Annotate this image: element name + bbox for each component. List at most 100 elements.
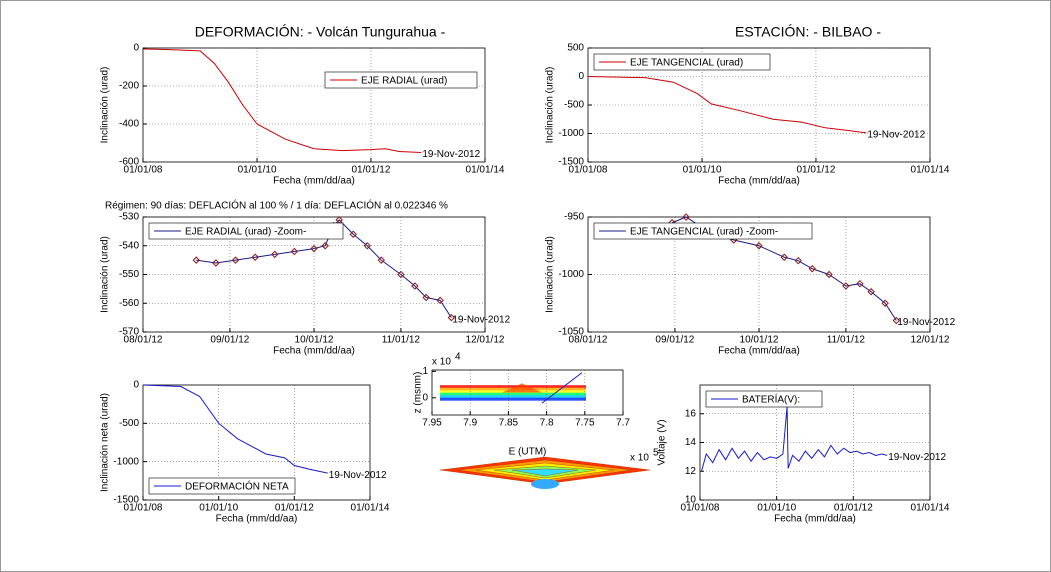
x-tick-label: 11/01/12 [382, 335, 421, 346]
x-tick-label: 01/01/12 [275, 503, 314, 514]
series-line [142, 48, 422, 153]
surface-mesh [439, 456, 651, 489]
surface-band [440, 395, 586, 399]
vector [541, 372, 583, 404]
series-line [142, 384, 328, 474]
y-tick-label: 14 [685, 437, 697, 448]
y-axis-label: Inclinación (urad) [545, 236, 556, 313]
x-tick-label: 01/01/12 [796, 165, 835, 176]
axes-box [699, 384, 931, 501]
marker [422, 293, 430, 302]
y-multiplier: x 10 [432, 357, 451, 368]
x-exponent: 5 [653, 448, 659, 459]
y-tick-label: -1050 [558, 327, 584, 338]
x-tick-label: 01/01/10 [238, 165, 277, 176]
marker [808, 265, 816, 273]
legend-box [593, 222, 813, 240]
x-tick-label: 01/01/10 [757, 503, 796, 514]
y-axis-label: Inclinación (urad) [100, 236, 111, 313]
y-exponent: 4 [455, 352, 461, 363]
axes-box [431, 369, 624, 416]
legend-label: EJE RADIAL (urad) [361, 76, 447, 87]
series-line [587, 76, 867, 134]
x-multiplier: x 10 [630, 453, 649, 464]
end-annotation: 19-Nov-2012 [897, 317, 955, 328]
y-tick-label: -200 [119, 81, 139, 92]
x-tick-label: 7.7 [616, 418, 630, 429]
marker [397, 270, 405, 279]
x-tick-label: 10/01/12 [740, 335, 779, 346]
x-tick-label: 01/01/08 [569, 165, 608, 176]
y-axis-label: Inclinación neta (urad) [100, 393, 111, 492]
plot-area [143, 48, 485, 162]
x-tick-label: 7.85 [499, 418, 519, 429]
marker [271, 250, 279, 259]
legend-box [705, 390, 823, 408]
surface-band [440, 397, 586, 401]
marker [251, 253, 259, 261]
legend-label: EJE TANGENCIAL (urad) [630, 58, 743, 69]
title-right: ESTACIÓN: - BILBAO - [735, 24, 881, 40]
x-axis-label: Fecha (mm/dd/aa) [718, 346, 800, 357]
y-tick-label: 12 [685, 466, 697, 477]
x-axis-label: Fecha (mm/dd/aa) [273, 176, 355, 187]
y-tick-label: 0 [422, 392, 428, 403]
note: Régimen: 90 días: DEFLACIÓN al 100 % / 1… [105, 199, 448, 212]
marker [321, 242, 329, 250]
legend-label: BATERÍA(V): [742, 393, 800, 406]
marker [447, 313, 456, 322]
marker [755, 242, 763, 250]
x-tick-label: 01/01/10 [199, 503, 238, 514]
axes-box [142, 216, 486, 333]
end-annotation: 19-Nov-2012 [867, 130, 925, 141]
mesh-ring [511, 468, 579, 477]
marker [377, 256, 385, 264]
legend-box [148, 222, 344, 240]
x-axis-label: Fecha (mm/dd/aa) [216, 514, 298, 525]
y-tick-label: -600 [119, 157, 139, 168]
y-axis-label: Inclinación (urad) [545, 67, 556, 144]
y-tick-label: 10 [685, 495, 697, 506]
x-tick-label: 01/01/12 [834, 503, 873, 514]
x-tick-label: 7.75 [575, 418, 595, 429]
x-tick-label: 01/01/08 [124, 165, 163, 176]
marker [856, 279, 864, 288]
legend-label: EJE TANGENCIAL (urad) -Zoom- [630, 227, 778, 238]
marker [192, 256, 200, 264]
marker [780, 253, 788, 261]
marker [310, 244, 318, 253]
x-axis-label: Fecha (mm/dd/aa) [718, 176, 800, 187]
marker [231, 256, 240, 264]
y-tick-label: 0 [133, 43, 139, 54]
x-tick-label: 01/01/08 [124, 503, 163, 514]
end-annotation: 19-Nov-2012 [422, 149, 480, 160]
y-tick-label: -500 [564, 100, 584, 111]
marker [794, 256, 802, 265]
y-tick-label: -1500 [113, 495, 139, 506]
x-tick-label: 09/01/12 [210, 335, 249, 346]
marker [892, 316, 901, 325]
x-tick-label: 12/01/12 [466, 335, 505, 346]
marker [867, 288, 875, 296]
mesh-bottom [531, 479, 559, 489]
x-tick-label: 01/01/14 [911, 165, 950, 176]
x-tick-label: 01/01/14 [466, 165, 505, 176]
x-tick-label: 01/01/12 [351, 165, 390, 176]
axes-box [142, 47, 486, 163]
x-tick-label: 01/01/10 [683, 165, 722, 176]
y-tick-label: -500 [119, 418, 139, 429]
y-tick-label: -1000 [113, 456, 139, 467]
marker [881, 299, 889, 307]
y-tick-label: -1500 [558, 157, 584, 168]
y-axis-label: Inclinación (urad) [100, 67, 111, 144]
x-tick-label: 09/01/12 [655, 335, 694, 346]
x-axis-label: E (UTM) [509, 447, 547, 458]
axes-box [587, 47, 931, 163]
marker [436, 296, 444, 305]
y-axis-label: Voltaje (V) [657, 419, 668, 465]
y-tick-label: 0 [133, 380, 139, 391]
y-tick-label: -530 [119, 212, 139, 223]
legend-box [593, 53, 771, 71]
y-tick-label: -950 [564, 212, 584, 223]
